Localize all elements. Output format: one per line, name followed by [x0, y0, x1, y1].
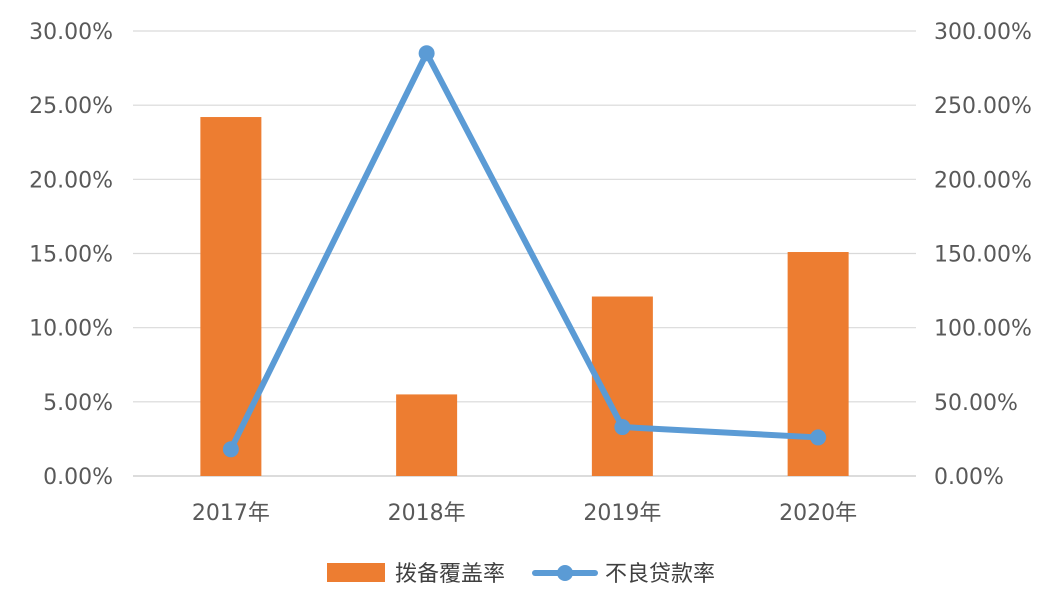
x-axis-tick-label: 2017年 [192, 501, 270, 526]
line-series [222, 45, 827, 458]
left-axis-tick-label: 25.00% [29, 94, 113, 119]
x-axis-tick-label: 2019年 [583, 501, 661, 526]
series-line [227, 50, 822, 453]
line-point [614, 419, 631, 436]
left-axis-tick-label: 20.00% [29, 168, 113, 193]
bar [200, 117, 262, 477]
right-axis-tick-label: 300.00% [934, 20, 1032, 45]
left-axis-ticks: 0.00% 5.00% 10.00% 15.00% 20.00% 25.00% 30.00% [29, 20, 113, 490]
left-axis-tick-label: 10.00% [29, 317, 113, 342]
right-axis-tick-label: 100.00% [934, 317, 1032, 342]
right-axis-tick-label: 250.00% [934, 94, 1032, 119]
right-axis-tick-label: 50.00% [934, 391, 1018, 416]
left-axis-tick-label: 5.00% [43, 391, 113, 416]
right-axis-tick-label: 0.00% [934, 465, 1004, 490]
line-point [810, 429, 827, 446]
bar [396, 394, 458, 476]
line-point [222, 441, 239, 458]
x-axis-tick-label: 2020年 [779, 501, 857, 526]
x-axis-ticks: 2017年 2018年 2019年 2020年 [192, 501, 857, 526]
legend-label-bar: 拨备覆盖率 [395, 562, 505, 587]
legend: 拨备覆盖率 不良贷款率 [327, 562, 715, 587]
bar-series [200, 117, 849, 477]
legend-label-line: 不良贷款率 [605, 562, 715, 587]
legend-swatch-marker [557, 565, 573, 581]
left-axis-tick-label: 30.00% [29, 20, 113, 45]
gridlines [133, 30, 916, 477]
line-point [418, 45, 435, 62]
right-axis-ticks: 0.00% 50.00% 100.00% 150.00% 200.00% 250.00% 3… [934, 20, 1032, 490]
left-axis-tick-label: 15.00% [29, 243, 113, 268]
right-axis-tick-label: 200.00% [934, 168, 1032, 193]
x-axis-tick-label: 2018年 [388, 501, 466, 526]
legend-swatch-bar [327, 563, 385, 582]
left-axis-tick-label: 0.00% [43, 465, 113, 490]
right-axis-tick-label: 150.00% [934, 243, 1032, 268]
